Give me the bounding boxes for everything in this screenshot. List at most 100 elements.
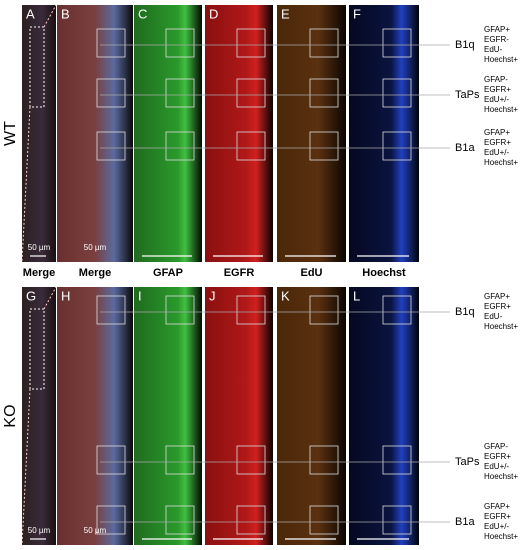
- zoom-guide: [43, 4, 57, 28]
- micrograph-panel: [205, 287, 273, 545]
- scale-label: 50 µm: [84, 243, 107, 252]
- inset: [96, 28, 126, 58]
- inset: [96, 505, 126, 535]
- cell-type: B1q: [455, 306, 475, 318]
- marker: EGFR-: [484, 35, 509, 44]
- inset: [309, 78, 339, 108]
- column-label: EdU: [301, 267, 323, 279]
- marker: GFAP-: [484, 75, 508, 84]
- row-label: WT: [2, 121, 19, 146]
- marker: GFAP+: [484, 128, 510, 137]
- panel-letter: L: [353, 288, 360, 303]
- scale-label: 50 µm: [28, 526, 51, 535]
- inset: [236, 78, 266, 108]
- inset: [96, 78, 126, 108]
- micrograph-panel: [277, 287, 346, 545]
- panel-letter: J: [209, 288, 216, 303]
- zoom-region: [29, 26, 45, 108]
- panel-letter: H: [61, 288, 70, 303]
- micrograph-panel: [57, 287, 133, 545]
- scale-label: 50 µm: [84, 526, 107, 535]
- inset: [165, 505, 195, 535]
- inset: [165, 28, 195, 58]
- micrograph-panel: [349, 287, 419, 545]
- cell-type: B1q: [455, 39, 475, 51]
- inset: [309, 131, 339, 161]
- cell-type: TaPs: [455, 456, 480, 468]
- micrograph-panel: [134, 287, 202, 545]
- marker: Hoechst+: [484, 532, 518, 541]
- panel-letter: G: [26, 288, 36, 303]
- panel-letter: C: [138, 6, 147, 21]
- scale-label: 50 µm: [28, 243, 51, 252]
- inset: [165, 445, 195, 475]
- marker: GFAP+: [484, 292, 510, 301]
- micrograph-panel: [57, 5, 133, 262]
- marker: EdU+/-: [484, 462, 509, 471]
- marker: EdU+/-: [484, 522, 509, 531]
- column-label: Merge: [23, 267, 55, 279]
- inset: [96, 131, 126, 161]
- zoom-guide: [21, 106, 31, 263]
- marker: EdU+/-: [484, 148, 509, 157]
- marker: EGFR+: [484, 302, 511, 311]
- marker: Hoechst+: [484, 472, 518, 481]
- inset: [382, 78, 412, 108]
- marker: GFAP+: [484, 25, 510, 34]
- cell-type: B1a: [455, 516, 475, 528]
- inset: [382, 505, 412, 535]
- inset: [236, 505, 266, 535]
- row-label: KO: [2, 404, 19, 427]
- panel-letter: F: [353, 6, 361, 21]
- inset: [309, 28, 339, 58]
- panel-letter: E: [281, 6, 290, 21]
- cell-type: TaPs: [455, 89, 480, 101]
- panel-letter: B: [61, 6, 70, 21]
- marker: Hoechst+: [484, 158, 518, 167]
- zoom-region: [29, 308, 45, 390]
- inset: [96, 445, 126, 475]
- column-label: EGFR: [224, 267, 255, 279]
- inset: [382, 295, 412, 325]
- micrograph-panel: [277, 5, 346, 262]
- micrograph-panel: [349, 5, 419, 262]
- marker: GFAP+: [484, 502, 510, 511]
- inset: [165, 131, 195, 161]
- marker: EGFR+: [484, 452, 511, 461]
- micrograph-panel: [134, 5, 202, 262]
- marker: Hoechst+: [484, 322, 518, 331]
- inset: [236, 131, 266, 161]
- inset: [382, 131, 412, 161]
- panel-letter: I: [138, 288, 142, 303]
- inset: [236, 445, 266, 475]
- column-label: Hoechst: [362, 267, 406, 279]
- inset: [165, 78, 195, 108]
- panel-letter: K: [281, 288, 290, 303]
- marker: EdU+/-: [484, 95, 509, 104]
- inset: [165, 295, 195, 325]
- marker: EGFR+: [484, 85, 511, 94]
- micrograph-panel: [22, 5, 56, 262]
- marker: GFAP-: [484, 442, 508, 451]
- micrograph-panel: [205, 5, 273, 262]
- column-label: Merge: [79, 267, 111, 279]
- panel-letter: A: [26, 6, 35, 21]
- marker: EdU-: [484, 45, 503, 54]
- micrograph-panel: [22, 287, 56, 545]
- inset: [309, 505, 339, 535]
- inset: [236, 28, 266, 58]
- panel-letter: D: [209, 6, 218, 21]
- inset: [236, 295, 266, 325]
- cell-type: B1a: [455, 142, 475, 154]
- inset: [382, 445, 412, 475]
- inset: [309, 295, 339, 325]
- marker: EGFR+: [484, 138, 511, 147]
- inset: [382, 28, 412, 58]
- marker: EdU-: [484, 312, 503, 321]
- zoom-guide: [43, 286, 57, 310]
- column-label: GFAP: [153, 267, 183, 279]
- inset: [96, 295, 126, 325]
- marker: Hoechst+: [484, 55, 518, 64]
- marker: EGFR+: [484, 512, 511, 521]
